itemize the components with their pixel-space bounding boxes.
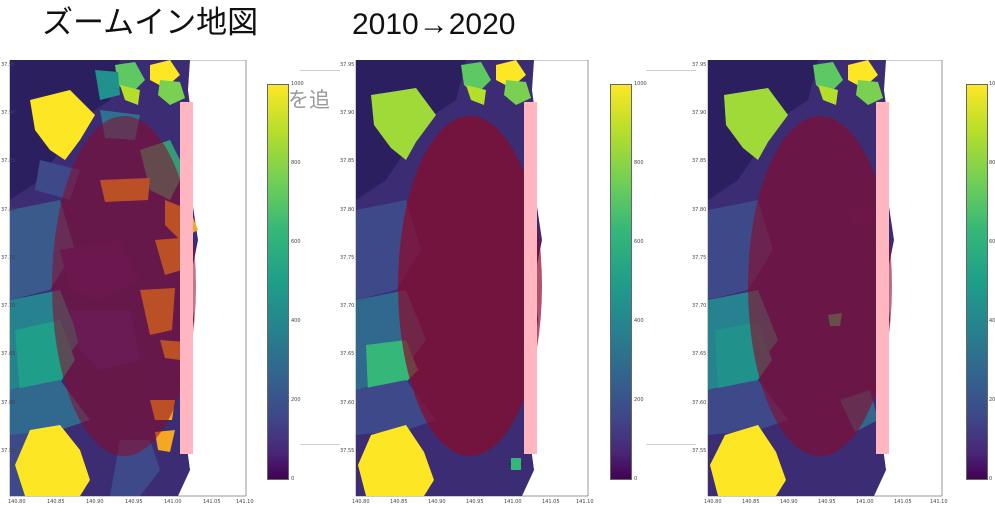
- y-tick: 37.95: [340, 62, 355, 68]
- y-tick: 37.65: [340, 351, 355, 357]
- y-tick: 37.75: [340, 255, 355, 261]
- x-tick: 140.95: [818, 499, 836, 505]
- x-tick: 140.85: [742, 499, 760, 505]
- map-panel-1: 37.95 37.90 37.85 37.80 37.75 37.70 37.6…: [0, 60, 340, 508]
- colorbar-tick: 600: [989, 239, 995, 245]
- x-tick: 141.10: [236, 499, 254, 505]
- y-tick: 37.55: [340, 448, 355, 454]
- x-tick: 141.10: [930, 499, 948, 505]
- ghost-divider-4: [646, 444, 696, 445]
- colorbar-tick: 400: [989, 318, 995, 324]
- y-tick: 37.70: [340, 303, 355, 309]
- period-title: 2010→2020: [352, 8, 516, 41]
- x-tick: 140.95: [466, 499, 484, 505]
- y-tick: 37.95: [692, 62, 707, 68]
- y-tick: 37.65: [692, 351, 707, 357]
- y-tick: 37.85: [340, 158, 355, 164]
- x-tick: 141.05: [894, 499, 912, 505]
- y-tick: 37.70: [1, 303, 16, 309]
- y-tick: 37.80: [692, 207, 707, 213]
- colorbar-tick: 1000: [291, 81, 304, 87]
- colorbar-tick: 0: [291, 476, 295, 482]
- colorbar-tick: 800: [634, 160, 644, 166]
- y-tick: 37.90: [340, 110, 355, 116]
- colorbar-tick: 200: [634, 397, 644, 403]
- x-tick: 140.95: [125, 499, 143, 505]
- x-tick: 141.00: [856, 499, 874, 505]
- y-tick: 37.60: [692, 400, 707, 406]
- ghost-divider-3: [646, 70, 696, 71]
- y-tick: 37.55: [1, 448, 16, 454]
- ghost-divider-1: [300, 70, 340, 71]
- colorbar-tick: 600: [291, 239, 301, 245]
- x-tick: 141.00: [504, 499, 522, 505]
- y-tick: 37.90: [692, 110, 707, 116]
- x-tick: 140.80: [8, 499, 26, 505]
- ghost-divider-2: [300, 444, 340, 445]
- y-tick: 37.60: [340, 400, 355, 406]
- colorbar-tick: 0: [989, 476, 993, 482]
- x-tick: 140.80: [352, 499, 370, 505]
- page-title: ズームイン地図: [42, 5, 259, 41]
- y-tick: 37.75: [1, 255, 16, 261]
- x-tick: 140.90: [428, 499, 446, 505]
- map-1: [9, 60, 247, 497]
- x-tick: 141.05: [542, 499, 560, 505]
- map-2: [355, 60, 589, 497]
- x-tick: 140.80: [704, 499, 722, 505]
- x-tick: 141.00: [164, 499, 182, 505]
- y-tick: 37.65: [1, 351, 16, 357]
- colorbar-tick: 200: [291, 397, 301, 403]
- map-panel-3: 37.95 37.90 37.85 37.80 37.75 37.70 37.6…: [692, 60, 995, 508]
- x-tick: 141.10: [576, 499, 594, 505]
- map-3: [707, 60, 943, 497]
- overlay-text: を追: [288, 88, 330, 112]
- y-tick: 37.70: [692, 303, 707, 309]
- x-tick: 140.85: [47, 499, 65, 505]
- map-panel-2: 37.95 37.90 37.85 37.80 37.75 37.70 37.6…: [340, 60, 647, 508]
- y-tick: 37.90: [1, 110, 16, 116]
- colorbar-tick: 200: [989, 397, 995, 403]
- colorbar: [610, 84, 632, 480]
- y-tick: 37.80: [340, 207, 355, 213]
- colorbar-tick: 800: [291, 160, 301, 166]
- colorbar-tick: 0: [634, 476, 638, 482]
- y-tick: 37.95: [1, 62, 16, 68]
- y-tick: 37.60: [1, 400, 16, 406]
- y-tick: 37.80: [1, 207, 16, 213]
- y-tick: 37.55: [692, 448, 707, 454]
- colorbar: [267, 84, 289, 480]
- colorbar-tick: 1000: [989, 81, 995, 87]
- colorbar-tick: 800: [989, 160, 995, 166]
- colorbar-tick: 1000: [634, 81, 647, 87]
- y-tick: 37.75: [692, 255, 707, 261]
- colorbar-tick: 400: [634, 318, 644, 324]
- colorbar-tick: 400: [291, 318, 301, 324]
- colorbar: [966, 84, 988, 480]
- x-tick: 140.85: [390, 499, 408, 505]
- x-tick: 140.90: [780, 499, 798, 505]
- colorbar-tick: 600: [634, 239, 644, 245]
- x-tick: 141.05: [203, 499, 221, 505]
- y-tick: 37.85: [1, 158, 16, 164]
- y-tick: 37.85: [692, 158, 707, 164]
- x-tick: 140.90: [86, 499, 104, 505]
